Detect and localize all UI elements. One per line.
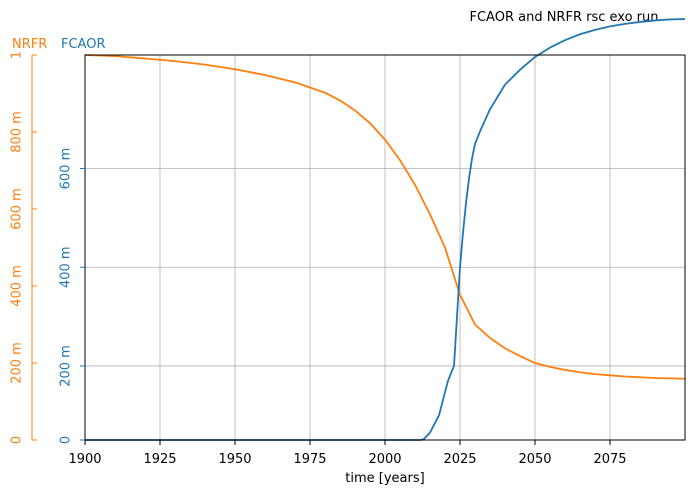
nrfr-tick-label: 1	[10, 51, 25, 59]
x-tick-label: 2075	[593, 452, 626, 467]
fcaor-tick-label: 600 m	[59, 148, 74, 190]
x-tick-label: 2025	[443, 452, 476, 467]
nrfr-tick-label: 200 m	[10, 342, 25, 384]
series-line-nrfr	[84, 54, 686, 380]
x-tick-label: 1900	[68, 452, 101, 467]
x-tick-label: 1950	[218, 452, 251, 467]
fcaor-tick-label: 200 m	[59, 345, 74, 387]
fcaor-tick-label: 400 m	[59, 246, 74, 288]
x-tick-label: 2000	[368, 452, 401, 467]
chart-title: FCAOR and NRFR rsc exo run	[470, 10, 659, 25]
fcaor-axis-name: FCAOR	[61, 37, 105, 52]
x-tick-label: 2050	[518, 452, 551, 467]
nrfr-tick-label: 400 m	[10, 265, 25, 307]
fcaor-tick-label: 0	[59, 436, 74, 444]
x-axis-label: time [years]	[345, 471, 424, 486]
nrfr-tick-label: 0	[10, 436, 25, 444]
x-tick-label: 1925	[143, 452, 176, 467]
nrfr-tick-label: 600 m	[10, 188, 25, 230]
axes-layer: 1900 1925 1950 1975 2000 2025 2050 2075 0 200 m 40…	[10, 51, 686, 467]
x-tick-label: 1975	[293, 452, 326, 467]
nrfr-tick-label: 800 m	[10, 111, 25, 153]
nrfr-axis-name: NRFR	[12, 37, 47, 52]
